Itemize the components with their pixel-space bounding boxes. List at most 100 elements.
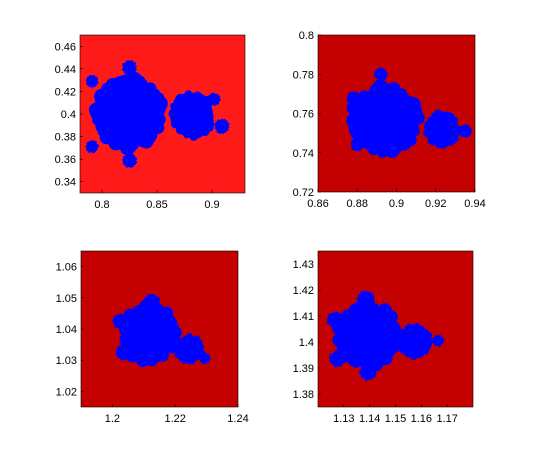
set-fringe (124, 356, 128, 360)
set-fringe (458, 131, 461, 134)
set-fringe (134, 68, 137, 71)
y-tick-label: 1.03 (56, 355, 77, 367)
set-fringe (348, 91, 352, 95)
set-fringe (385, 71, 388, 75)
set-fringe (342, 354, 345, 358)
set-fringe (157, 303, 161, 306)
subplot-top-right: 0.86 0.88 0.9 0.92 0.94 0.72 0.74 0.76 0.78 0.8 (293, 30, 486, 210)
set-fringe (335, 335, 345, 345)
set-fringe (146, 293, 150, 297)
set-fringe (217, 95, 221, 99)
set-fringe (374, 70, 377, 73)
set-fringe (355, 138, 358, 141)
set-fringe (120, 344, 124, 347)
set-fringe (112, 321, 116, 324)
set-fringe (338, 313, 341, 316)
set-fringe (337, 324, 340, 328)
set-bulb (399, 325, 431, 357)
set-fringe (224, 130, 227, 133)
set-fringe (186, 333, 193, 340)
set-fringe (364, 304, 369, 308)
set-fringe (213, 103, 217, 107)
x-tick-label: 0.9 (389, 198, 404, 210)
set-fringe (90, 85, 94, 88)
set-fringe (224, 120, 228, 124)
set-fringe (142, 300, 145, 303)
set-fringe (347, 307, 356, 315)
set-fringe (127, 355, 131, 358)
set-bulb (95, 79, 162, 147)
set-fringe (119, 325, 123, 330)
subplot-bottom-right: 1.13 1.14 1.15 1.16 1.17 1.38 1.39 1.4 1.41 1.42 1… (293, 250, 474, 425)
set-fringe (419, 325, 425, 331)
set-fringe (130, 152, 133, 156)
set-fringe (144, 296, 148, 300)
set-fringe (360, 291, 363, 294)
set-fringe (208, 94, 212, 97)
set-fringe (423, 123, 430, 130)
x-tick-label: 0.9 (204, 199, 219, 211)
set-fringe (350, 102, 354, 105)
set-fringe (374, 367, 377, 371)
set-fringe (174, 343, 180, 348)
set-fringe (131, 165, 134, 168)
set-fringe (128, 352, 131, 356)
set-bulb (208, 93, 220, 105)
x-tick-label: 0.92 (425, 198, 446, 210)
set-fringe (465, 135, 468, 138)
set-fringe (218, 98, 221, 101)
set-fringe (440, 336, 444, 339)
set-fringe (354, 91, 357, 94)
set-fringe (354, 101, 357, 105)
set-fringe (368, 304, 371, 307)
set-bulb (116, 345, 131, 360)
set-fringe (339, 322, 342, 326)
set-fringe (214, 126, 218, 130)
set-fringe (358, 294, 361, 297)
set-bulb (171, 93, 214, 137)
set-fringe (339, 364, 343, 367)
set-bulb (122, 153, 137, 168)
set-fringe (122, 158, 125, 162)
set-fringe (214, 123, 218, 127)
x-tick-label: 0.85 (146, 199, 167, 211)
set-fringe (469, 128, 472, 131)
set-bulb (86, 75, 98, 87)
set-fringe (363, 363, 367, 367)
set-fringe (122, 161, 126, 164)
set-fringe (406, 123, 420, 136)
set-fringe (346, 98, 350, 101)
set-fringe (329, 353, 333, 357)
set-fringe (366, 363, 369, 366)
set-fringe (371, 295, 375, 299)
set-fringe (406, 323, 413, 329)
set-fringe (177, 130, 182, 135)
set-fringe (144, 305, 147, 308)
set-fringe (127, 152, 131, 156)
set-fringe (89, 75, 93, 78)
set-fringe (122, 62, 126, 66)
set-fringe (133, 162, 137, 166)
y-tick-label: 1.42 (293, 285, 314, 297)
set-fringe (438, 334, 442, 338)
set-fringe (359, 139, 363, 142)
set-fringe (117, 355, 120, 359)
set-fringe (86, 76, 90, 80)
set-fringe (370, 303, 373, 306)
set-fringe (465, 124, 469, 127)
set-fringe (149, 294, 152, 297)
set-bulb (432, 335, 444, 346)
set-fringe (357, 95, 361, 98)
set-fringe (334, 324, 338, 329)
y-tick-label: 0.4 (61, 109, 76, 121)
set-fringe (369, 292, 373, 296)
set-fringe (226, 125, 230, 129)
set-fringe (115, 314, 119, 317)
set-bulb (352, 87, 418, 152)
set-fringe (226, 128, 229, 131)
set-fringe (94, 141, 97, 144)
set-fringe (125, 164, 129, 168)
set-fringe (199, 344, 205, 350)
set-bulb (347, 91, 360, 104)
y-tick-label: 1.4 (299, 337, 314, 349)
